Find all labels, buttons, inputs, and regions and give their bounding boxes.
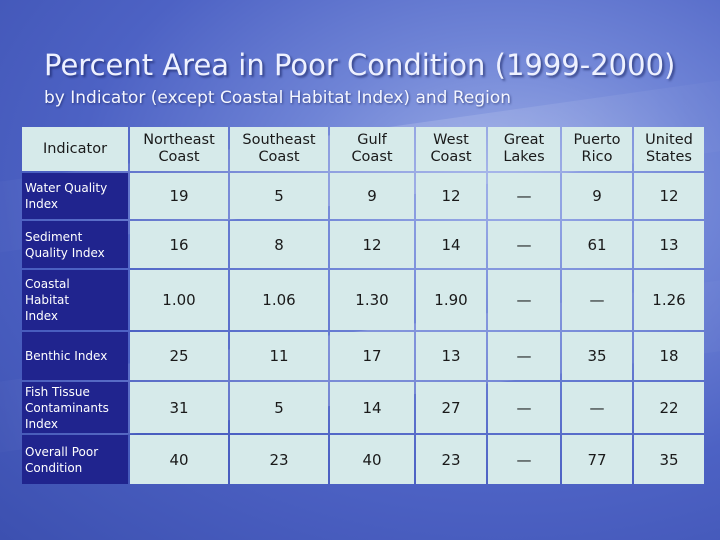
- table-cell: 1.00: [130, 270, 228, 330]
- table-cell: 13: [416, 332, 486, 380]
- row-label: Water Quality Index: [22, 173, 128, 219]
- slide-title: Percent Area in Poor Condition (1999-200…: [44, 48, 676, 82]
- column-header: Southeast Coast: [230, 127, 328, 171]
- table-header-row: Indicator Northeast Coast Southeast Coast …: [22, 127, 704, 171]
- table-cell: 35: [634, 435, 704, 484]
- table-row: Water Quality Index 19 5 9 12 — 9 12: [22, 173, 704, 219]
- table-cell: 1.30: [330, 270, 414, 330]
- table-row: Coastal Habitat Index 1.00 1.06 1.30 1.90 …: [22, 270, 704, 330]
- table-cell: 22: [634, 382, 704, 433]
- table-cell: 12: [634, 173, 704, 219]
- table-cell: 13: [634, 221, 704, 268]
- table-cell: 17: [330, 332, 414, 380]
- table-cell: 9: [562, 173, 632, 219]
- column-header: Northeast Coast: [130, 127, 228, 171]
- table-cell: 16: [130, 221, 228, 268]
- table-cell: 35: [562, 332, 632, 380]
- table-cell: 18: [634, 332, 704, 380]
- row-label: Benthic Index: [22, 332, 128, 380]
- table-row: Overall Poor Condition 40 23 40 23 — 77 3…: [22, 435, 704, 484]
- table-cell: 25: [130, 332, 228, 380]
- column-header: United States: [634, 127, 704, 171]
- condition-table: Indicator Northeast Coast Southeast Coast …: [20, 125, 706, 486]
- table-cell: 23: [230, 435, 328, 484]
- table-cell: 61: [562, 221, 632, 268]
- table-cell: —: [488, 173, 560, 219]
- table-cell: 23: [416, 435, 486, 484]
- row-label: Sediment Quality Index: [22, 221, 128, 268]
- row-label: Fish Tissue Contaminants Index: [22, 382, 128, 433]
- table-cell: —: [488, 332, 560, 380]
- table-cell: 8: [230, 221, 328, 268]
- column-header: Gulf Coast: [330, 127, 414, 171]
- table-cell: 77: [562, 435, 632, 484]
- table-cell: 5: [230, 173, 328, 219]
- table-cell: 1.90: [416, 270, 486, 330]
- table-cell: 1.26: [634, 270, 704, 330]
- table-cell: —: [562, 382, 632, 433]
- column-header: Great Lakes: [488, 127, 560, 171]
- indicator-header: Indicator: [22, 127, 128, 171]
- table-cell: 1.06: [230, 270, 328, 330]
- table-cell: 12: [330, 221, 414, 268]
- table-cell: 14: [330, 382, 414, 433]
- table-cell: 14: [416, 221, 486, 268]
- table-cell: 12: [416, 173, 486, 219]
- table-cell: 5: [230, 382, 328, 433]
- table-cell: —: [488, 382, 560, 433]
- table-row: Sediment Quality Index 16 8 12 14 — 61 13: [22, 221, 704, 268]
- table-cell: —: [562, 270, 632, 330]
- table-cell: 40: [330, 435, 414, 484]
- column-header: Puerto Rico: [562, 127, 632, 171]
- table-cell: 19: [130, 173, 228, 219]
- table-cell: 27: [416, 382, 486, 433]
- table-cell: —: [488, 435, 560, 484]
- table-cell: —: [488, 221, 560, 268]
- slide-subtitle: by Indicator (except Coastal Habitat Ind…: [44, 88, 512, 108]
- table-row: Fish Tissue Contaminants Index 31 5 14 27 …: [22, 382, 704, 433]
- table-cell: 11: [230, 332, 328, 380]
- table-cell: 9: [330, 173, 414, 219]
- table-row: Benthic Index 25 11 17 13 — 35 18: [22, 332, 704, 380]
- row-label: Overall Poor Condition: [22, 435, 128, 484]
- table-cell: —: [488, 270, 560, 330]
- table-cell: 40: [130, 435, 228, 484]
- row-label: Coastal Habitat Index: [22, 270, 128, 330]
- column-header: West Coast: [416, 127, 486, 171]
- table-cell: 31: [130, 382, 228, 433]
